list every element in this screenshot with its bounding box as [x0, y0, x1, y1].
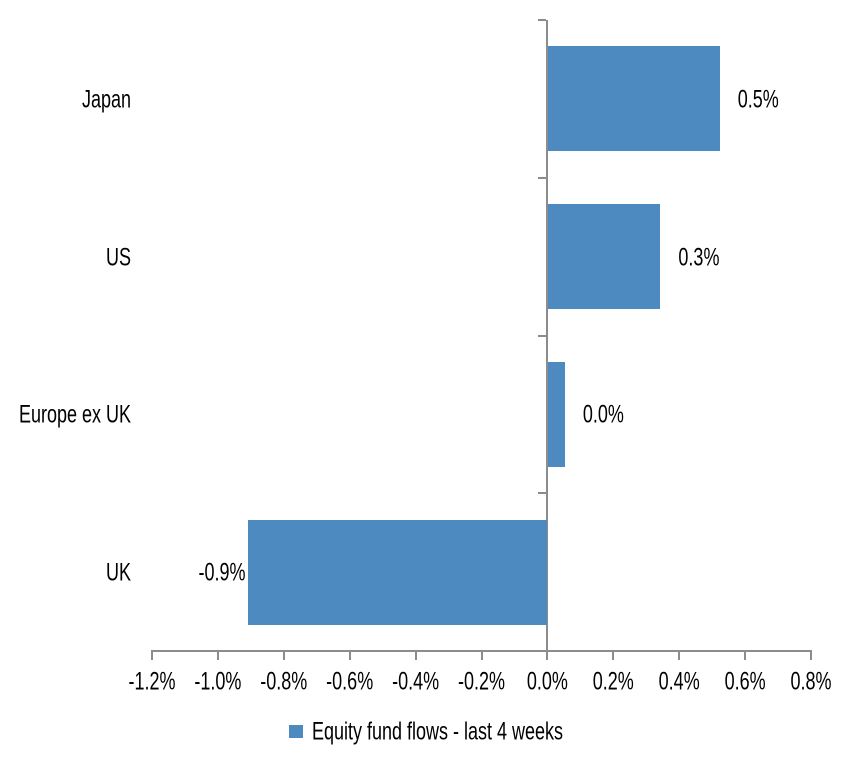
- category-label-uk: UK: [105, 558, 131, 587]
- x-tick-label: -1.2%: [128, 667, 176, 695]
- x-axis-line: [151, 650, 812, 652]
- x-tick: [348, 652, 351, 660]
- x-tick: [810, 652, 812, 660]
- bar-uk: [247, 519, 548, 625]
- x-tick-label: -0.4%: [392, 667, 440, 695]
- category-tick: [538, 334, 547, 337]
- category-tick: [538, 492, 547, 495]
- category-tick: [538, 176, 547, 179]
- bar-japan: [548, 46, 720, 152]
- x-tick-label: -1.0%: [194, 667, 242, 695]
- legend-label: Equity fund flows - last 4 weeks: [311, 717, 564, 745]
- legend: Equity fund flows - last 4 weeks: [0, 716, 852, 746]
- category-axis-line: [546, 20, 549, 652]
- x-tick-label: -0.2%: [457, 667, 506, 695]
- x-tick-label: -0.8%: [260, 667, 308, 695]
- bar-europe-ex-uk: [548, 361, 565, 467]
- value-label-europe-ex-uk: 0.0%: [582, 400, 624, 429]
- value-label-uk: -0.9%: [198, 558, 246, 587]
- x-tick-label: -0.6%: [326, 667, 374, 695]
- x-tick: [216, 652, 219, 660]
- value-label-japan: 0.5%: [737, 84, 779, 113]
- x-tick: [744, 652, 747, 660]
- bar-us: [548, 204, 661, 310]
- x-tick-label: 0.2%: [592, 667, 634, 695]
- category-tick: [538, 19, 547, 21]
- category-label-europe-ex-uk: Europe ex UK: [18, 400, 131, 429]
- x-tick: [612, 652, 615, 660]
- x-tick-label: 0.0%: [526, 667, 568, 695]
- value-label-us: 0.3%: [678, 242, 720, 271]
- x-tick: [546, 652, 549, 660]
- category-label-us: US: [105, 242, 131, 271]
- category-label-japan: Japan: [81, 84, 131, 113]
- x-tick-label: 0.8%: [790, 667, 832, 695]
- x-tick: [678, 652, 681, 660]
- x-tick-label: 0.4%: [658, 667, 700, 695]
- x-tick: [480, 652, 483, 660]
- x-tick-label: 0.6%: [724, 667, 766, 695]
- category-tick: [538, 650, 547, 652]
- x-tick: [282, 652, 285, 660]
- x-tick: [151, 652, 153, 660]
- legend-marker-icon: [288, 724, 303, 738]
- x-tick: [414, 652, 417, 660]
